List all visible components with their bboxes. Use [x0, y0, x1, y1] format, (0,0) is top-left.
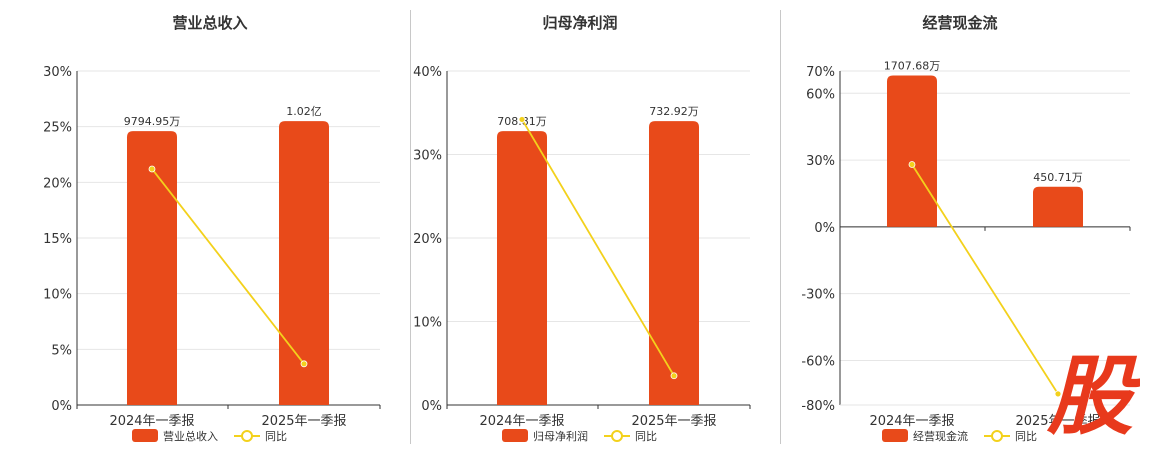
bar [497, 131, 547, 405]
legend-bar-label: 营业总收入 [163, 429, 218, 443]
y-tick-label: 5% [51, 343, 72, 358]
panel-divider [780, 10, 781, 444]
chart-title: 归母净利润 [542, 14, 617, 32]
x-tick-label: 2024年一季报 [479, 414, 564, 429]
bar [127, 131, 177, 405]
y-tick-label: 30% [806, 154, 835, 169]
y-tick-label: 10% [43, 288, 72, 303]
net-profit-chart: 归母净利润0%10%20%30%40%708.81万732.92万2024年一季… [413, 14, 751, 443]
x-tick-label: 2024年一季报 [869, 414, 954, 429]
chart-title: 营业总收入 [172, 14, 247, 32]
bar-data-label: 732.92万 [649, 105, 699, 118]
y-tick-label: 30% [43, 65, 72, 80]
y-tick-label: -60% [801, 354, 835, 369]
line-series [521, 118, 675, 377]
y-tick-label: -30% [801, 288, 835, 303]
bar [279, 121, 329, 405]
bar [887, 75, 937, 227]
y-tick-label: 40% [413, 65, 442, 80]
y-tick-label: 30% [413, 149, 442, 164]
revenue-chart: 营业总收入 0% 5% 10% 15% 20% 25% 30% 9794.95万 1.02亿 202… [43, 14, 381, 443]
x-tick-label: 2025年一季报 [261, 414, 346, 429]
legend-bar-swatch [132, 429, 158, 442]
x-tick-label: 2025年一季报 [1015, 414, 1100, 429]
chart-title: 经营现金流 [922, 14, 997, 32]
y-tick-label: 60% [806, 87, 835, 102]
line-point [300, 360, 308, 368]
bar [649, 121, 699, 405]
legend-bar-swatch [502, 429, 528, 442]
line-point [1054, 390, 1062, 398]
revenue-chart-panel: 营业总收入 0% 5% 10% 15% 20% 25% 30% 9794.95万 1.02亿 202… [0, 0, 400, 450]
legend-bar-label: 经营现金流 [913, 429, 968, 443]
y-tick-label: 10% [413, 316, 442, 331]
panel-divider [410, 10, 411, 444]
line-point [670, 372, 678, 380]
y-tick-label: 20% [43, 176, 72, 191]
line-point [148, 165, 156, 173]
bar-data-label: 9794.95万 [124, 115, 181, 128]
y-tick-label: 0% [51, 399, 72, 414]
cash-flow-chart-panel: 经营现金流 -80% -60% -30% 0% 30% 60% 70% 1707.68万 450.… [740, 0, 1160, 450]
cash-flow-chart: 经营现金流 -80% -60% -30% 0% 30% 60% 70% 1707.68万 450.… [801, 14, 1131, 443]
y-tick-label: 0% [421, 399, 442, 414]
bar-data-label: 450.71万 [1033, 171, 1083, 184]
line-point [908, 161, 916, 168]
stock-logo-watermark: 股 [1040, 347, 1142, 447]
bar-data-label: 1.02亿 [286, 105, 322, 118]
y-tick-label: -80% [801, 399, 835, 414]
x-tick-label: 2025年一季报 [631, 414, 716, 429]
line-series [911, 164, 1059, 395]
watermark-glyph: 股 [1046, 352, 1140, 436]
y-tick-label: 25% [43, 121, 72, 136]
y-tick-label: 0% [814, 221, 835, 236]
legend-bar-label: 归母净利润 [533, 429, 588, 443]
bar [1033, 186, 1083, 227]
line-series [151, 168, 305, 365]
legend-line-label: 同比 [635, 430, 657, 443]
line-point [518, 116, 526, 123]
x-tick-label: 2024年一季报 [109, 414, 194, 429]
y-tick-label: 70% [806, 65, 835, 80]
legend-line-marker [611, 430, 623, 442]
legend-line-label: 同比 [265, 430, 287, 443]
legend-line-marker [241, 430, 253, 442]
legend-line-label: 同比 [1015, 430, 1037, 443]
legend-line-marker [991, 430, 1003, 442]
net-profit-chart-panel: 归母净利润0%10%20%30%40%708.81万732.92万2024年一季… [370, 0, 770, 450]
y-tick-label: 20% [413, 232, 442, 247]
bar-data-label: 1707.68万 [884, 59, 941, 72]
legend-bar-swatch [882, 429, 908, 442]
y-tick-label: 15% [43, 232, 72, 247]
